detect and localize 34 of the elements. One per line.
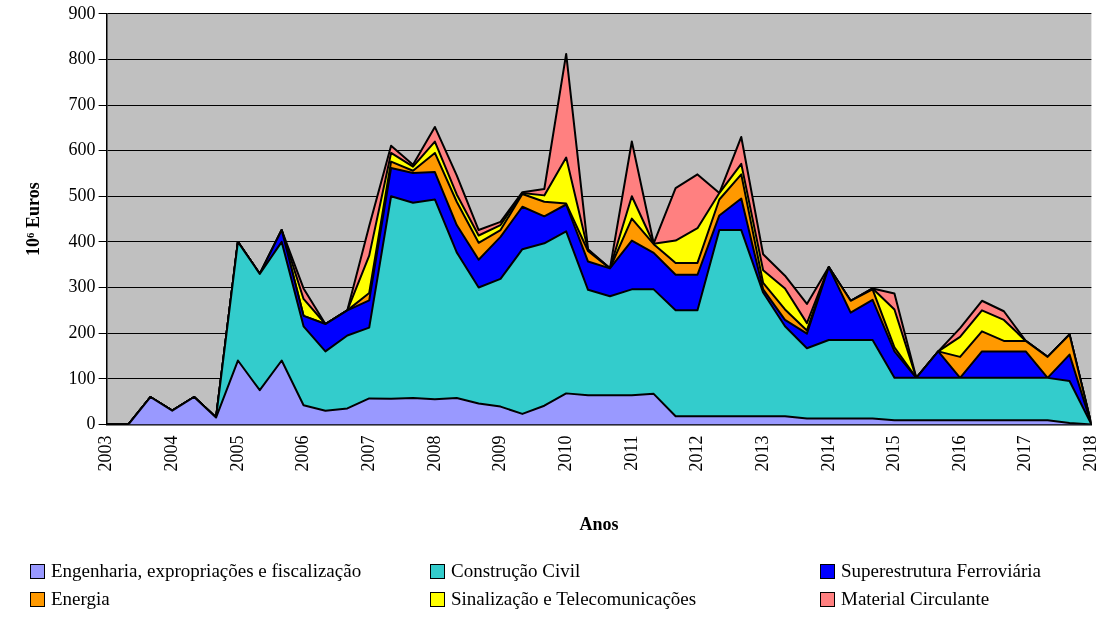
y-tick-label: 100 — [68, 367, 96, 388]
x-tick-label: 2008 — [423, 435, 444, 472]
y-tick-label: 200 — [68, 321, 96, 342]
legend-label: Sinalização e Telecomunicações — [451, 588, 697, 610]
x-tick-label: 2006 — [292, 435, 313, 472]
legend-label: Material Circulante — [841, 588, 990, 610]
y-tick-label: 800 — [68, 48, 96, 69]
x-tick-label: 2013 — [751, 435, 772, 472]
y-axis-title: 10⁶ Euros — [23, 182, 44, 256]
legend-label: Superestrutura Ferroviária — [841, 560, 1041, 582]
x-tick-label: 2015 — [883, 435, 904, 472]
y-tick-label: 600 — [68, 139, 96, 160]
y-tick-label: 500 — [68, 185, 96, 206]
x-tick-label: 2018 — [1080, 435, 1101, 472]
x-axis-title: Anos — [579, 513, 619, 534]
x-tick-label: 2017 — [1014, 435, 1035, 472]
x-tick-label: 2003 — [95, 435, 116, 472]
x-tick-label: 2009 — [489, 435, 510, 472]
x-tick-label: 2014 — [817, 435, 838, 472]
legend-label: Energia — [51, 588, 110, 610]
legend-label: Engenharia, expropriações e fiscalização — [51, 560, 362, 582]
y-tick-label: 0 — [86, 413, 96, 434]
x-tick-label: 2007 — [357, 435, 378, 472]
x-tick-label: 2010 — [554, 435, 575, 472]
legend-label: Construção Civil — [451, 560, 581, 582]
y-tick-label: 900 — [68, 2, 96, 23]
x-tick-label: 2011 — [620, 435, 641, 471]
x-tick-label: 2004 — [160, 435, 181, 472]
x-tick-label: 2012 — [686, 435, 707, 472]
y-tick-label: 400 — [68, 230, 96, 251]
y-tick-label: 700 — [68, 93, 96, 114]
x-tick-label: 2016 — [948, 435, 969, 472]
x-tick-label: 2005 — [226, 435, 247, 472]
y-tick-label: 300 — [68, 276, 96, 297]
